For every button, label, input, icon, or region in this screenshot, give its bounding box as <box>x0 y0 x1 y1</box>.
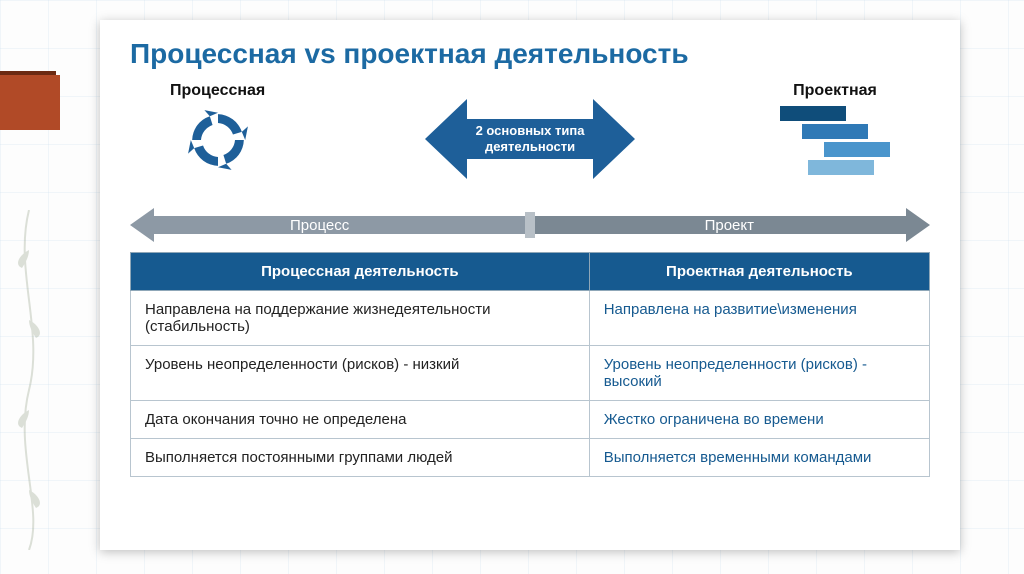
table-cell-left: Выполняется постоянными группами людей <box>131 439 590 477</box>
table-header-left: Процессная деятельность <box>131 253 590 291</box>
split-left-label: Процесс <box>290 206 349 244</box>
left-column: Процессная <box>170 82 265 179</box>
cycle-icon <box>184 106 252 174</box>
table-cell-right: Направлена на развитие\изменения <box>589 291 929 346</box>
center-text-line1: 2 основных типа <box>476 123 586 138</box>
right-label: Проектная <box>780 82 890 100</box>
table-row: Уровень неопределенности (рисков) - низк… <box>131 346 930 401</box>
table-row: Направлена на поддержание жизнедеятельно… <box>131 291 930 346</box>
comparison-table: Процессная деятельность Проектная деятел… <box>130 252 930 477</box>
table-row: Выполняется постоянными группами людей В… <box>131 439 930 477</box>
slide-title: Процессная vs проектная деятельность <box>130 38 930 70</box>
table-header-right: Проектная деятельность <box>589 253 929 291</box>
gantt-bar-4 <box>808 160 874 175</box>
icon-row: Процессная 2 основных типа деятельнос <box>130 82 930 202</box>
table-cell-right: Жестко ограничена во времени <box>589 401 929 439</box>
gantt-icon <box>780 106 890 175</box>
split-arrow: Процесс Проект <box>130 206 930 244</box>
table-row: Дата окончания точно не определена Жестк… <box>131 401 930 439</box>
gantt-bar-3 <box>824 142 890 157</box>
gantt-bar-2 <box>802 124 868 139</box>
table-cell-left: Уровень неопределенности (рисков) - низк… <box>131 346 590 401</box>
right-column: Проектная <box>780 82 890 178</box>
split-right-label: Проект <box>705 206 754 244</box>
table-cell-left: Дата окончания точно не определена <box>131 401 590 439</box>
table-cell-right: Выполняется временными командами <box>589 439 929 477</box>
center-double-arrow: 2 основных типа деятельности <box>425 94 635 189</box>
left-label: Процессная <box>170 82 265 100</box>
slide-card: Процессная vs проектная деятельность Про… <box>100 20 960 550</box>
accent-block <box>0 75 60 130</box>
vine-decoration <box>4 210 54 550</box>
gantt-bar-1 <box>780 106 846 121</box>
table-cell-right: Уровень неопределенности (рисков) - высо… <box>589 346 929 401</box>
table-cell-left: Направлена на поддержание жизнедеятельно… <box>131 291 590 346</box>
center-text-line2: деятельности <box>485 139 575 154</box>
